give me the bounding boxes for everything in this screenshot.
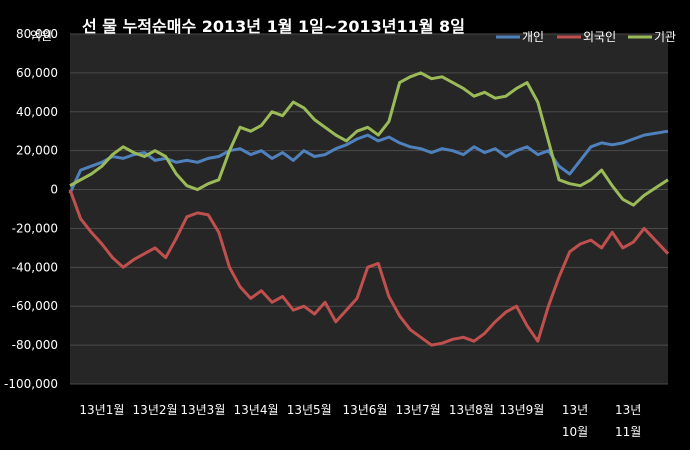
x-tick-label: 13년: [615, 403, 641, 417]
grid-lines: [70, 33, 668, 385]
legend-label: 기관: [654, 30, 676, 44]
x-tick-label: 13년1월: [79, 403, 124, 417]
series-lines: [68, 71, 670, 347]
series-line-2: [68, 189, 670, 347]
chart-title: 선 물 누적순매수 2013년 1월 1일~2013년11월 8일: [82, 17, 465, 36]
x-tick-label: 11월: [615, 425, 641, 439]
y-tick-label: -40,000: [12, 260, 58, 274]
y-tick-label: -100,000: [4, 377, 58, 391]
x-tick-label: 13년: [562, 403, 588, 417]
y-tick-label: 40,000: [16, 105, 58, 119]
y-tick-label: 60,000: [16, 66, 58, 80]
y-tick-label: 20,000: [16, 144, 58, 158]
y-tick-label: 80,000: [16, 27, 58, 41]
plot-area: [70, 34, 668, 384]
legend: 개인 외국인 기관: [496, 30, 676, 44]
y-axis-unit: 억원: [30, 29, 52, 43]
x-tick-label: 13년5월: [287, 403, 332, 417]
x-tick-label: 13년7월: [396, 403, 441, 417]
y-axis-ticks: 80,000 60,000 40,000 20,000 0 -20,000 -40,000 -…: [4, 27, 58, 391]
legend-label: 외국인: [583, 30, 616, 44]
series-line-3: [69, 71, 669, 207]
x-axis-ticks: 13년1월 13년2월 13년3월 13년4월 13년5월 13년6월 13년7월 13년8월…: [79, 403, 641, 439]
x-tick-label: 13년2월: [133, 403, 178, 417]
x-tick-label: 13년4월: [234, 403, 279, 417]
x-tick-label: 13년8월: [449, 403, 494, 417]
x-tick-label: 13년6월: [343, 403, 388, 417]
x-tick-label: 13년3월: [180, 403, 225, 417]
y-tick-label: 0: [50, 183, 58, 197]
x-tick-label: 10월: [562, 425, 588, 439]
legend-label: 개인: [522, 30, 544, 44]
y-tick-label: -60,000: [12, 299, 58, 313]
y-tick-label: -80,000: [12, 338, 58, 352]
y-tick-label: -20,000: [12, 221, 58, 235]
x-tick-label: 13년9월: [499, 403, 544, 417]
